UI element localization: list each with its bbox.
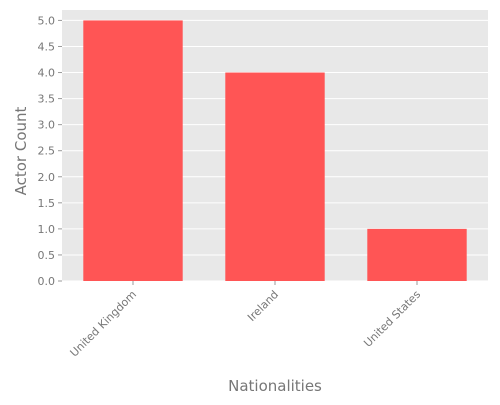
bar-ireland bbox=[225, 72, 325, 282]
y-tick-label: 1.0 bbox=[38, 223, 56, 236]
y-tick-label: 3.5 bbox=[38, 93, 56, 106]
y-axis-label: Actor Count bbox=[12, 106, 30, 195]
y-tick-label: 0.0 bbox=[38, 275, 56, 288]
y-tick-label: 4.0 bbox=[38, 67, 56, 80]
y-tick-label: 1.5 bbox=[38, 197, 56, 210]
y-tick-label: 3.0 bbox=[38, 119, 56, 132]
bars bbox=[83, 20, 467, 282]
x-axis-label: Nationalities bbox=[228, 377, 322, 395]
y-tick-label: 0.5 bbox=[38, 249, 56, 262]
x-axis-ticks: United Kingdom Ireland United States bbox=[67, 281, 423, 360]
bar-united-states bbox=[367, 228, 467, 281]
x-tick-label: Ireland bbox=[245, 288, 281, 324]
y-tick-label: 4.5 bbox=[38, 40, 56, 53]
y-tick-label: 2.0 bbox=[38, 171, 56, 184]
bar-united-kingdom bbox=[83, 20, 183, 282]
y-tick-label: 5.0 bbox=[38, 14, 56, 27]
y-axis-ticks: 0.0 0.5 1.0 1.5 2.0 2.5 3.0 3.5 4.0 4.5 5.0 bbox=[38, 14, 62, 288]
y-tick-label: 2.5 bbox=[38, 145, 56, 158]
x-tick-label: United Kingdom bbox=[67, 288, 139, 360]
x-tick-label: United States bbox=[361, 288, 423, 350]
